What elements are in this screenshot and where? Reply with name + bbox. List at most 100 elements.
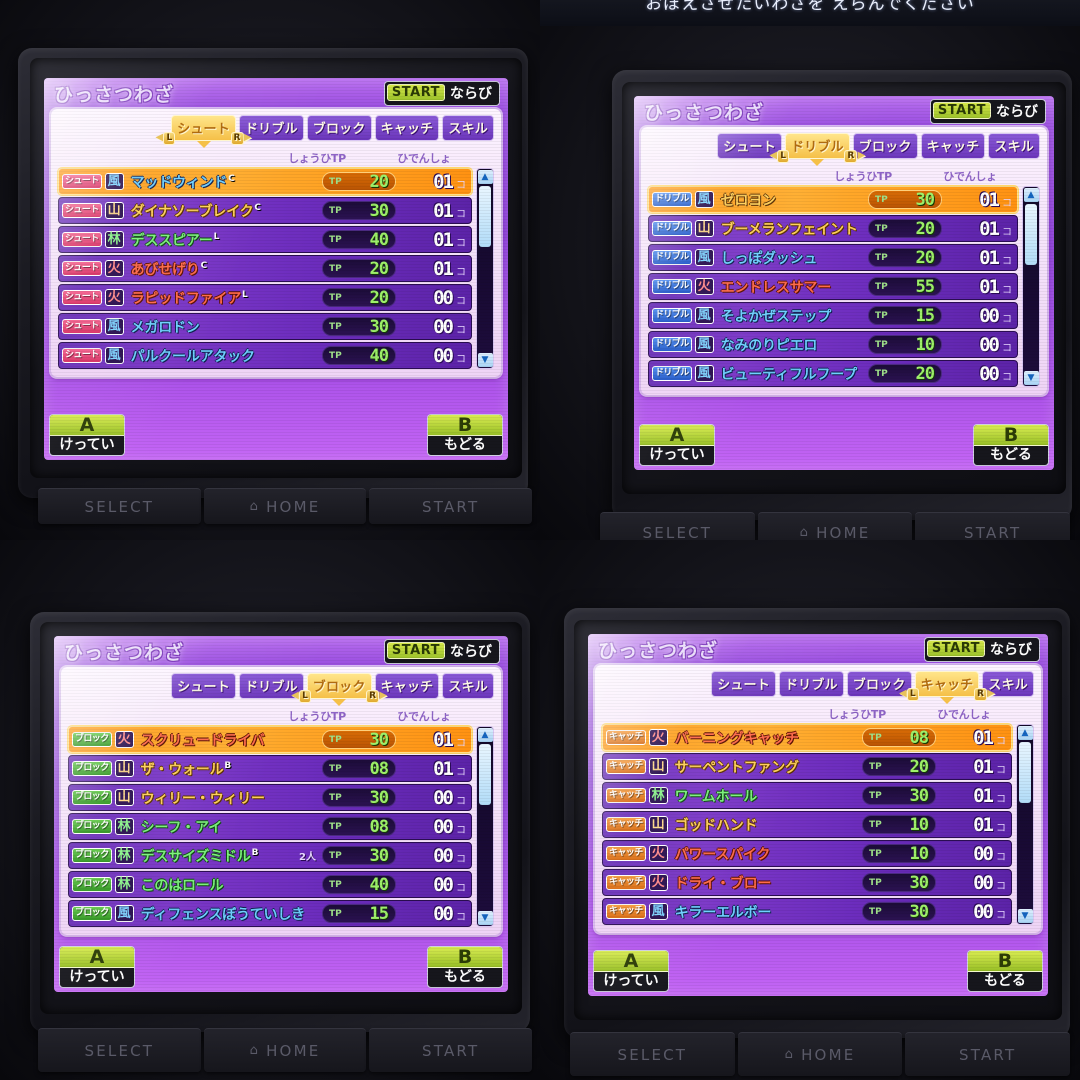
tab-shoot[interactable]: シュート bbox=[171, 673, 236, 699]
tab-block[interactable]: ブロック bbox=[306, 115, 372, 141]
table-row[interactable]: ドリブル風ゼロヨン TP 30 01 コ bbox=[648, 186, 1018, 213]
table-row[interactable]: シュート山ダイナソーブレイクC TP 30 01 コ bbox=[58, 197, 472, 224]
back-button[interactable]: B もどる bbox=[967, 950, 1043, 992]
home-button[interactable]: ⌂ HOME bbox=[203, 1028, 367, 1072]
content-panel: シュート ◀ L R ▶ ドリブル ブロック キャッチ スキル しょうひTP ひでんしょ シュート風マ… bbox=[51, 109, 501, 377]
tab-catch[interactable]: キャッチ bbox=[374, 115, 440, 141]
scrollbar-thumb[interactable] bbox=[1025, 204, 1037, 265]
table-row[interactable]: シュート火あびせげりC TP 20 01 コ bbox=[58, 255, 472, 282]
tab-shoot[interactable]: シュート bbox=[711, 671, 776, 697]
home-button[interactable]: ⌂ HOME bbox=[203, 488, 367, 524]
tab-shoot[interactable]: シュート ◀ L R ▶ bbox=[156, 115, 251, 148]
tp-value: 30 bbox=[369, 316, 390, 337]
scrollbar-thumb[interactable] bbox=[1019, 742, 1031, 803]
home-button[interactable]: ⌂ HOME bbox=[757, 512, 913, 540]
tab-dribble[interactable]: ドリブル bbox=[238, 115, 304, 141]
scrollbar-track[interactable] bbox=[477, 184, 493, 353]
confirm-button[interactable]: A けってい bbox=[593, 950, 669, 992]
scrollbar[interactable]: ▲ ▼ bbox=[1016, 724, 1034, 925]
select-button[interactable]: SELECT bbox=[570, 1032, 735, 1076]
tab-block[interactable]: ブロック ◀ L R ▶ bbox=[291, 673, 387, 706]
move-name-text: キラーエルボー bbox=[674, 904, 772, 921]
scrollbar-track[interactable] bbox=[1023, 202, 1039, 371]
scroll-up-icon[interactable]: ▲ bbox=[477, 728, 493, 742]
table-row[interactable]: ブロック山ザ・ウォールB TP 08 01 コ bbox=[68, 755, 472, 782]
home-button[interactable]: ⌂ HOME bbox=[737, 1032, 903, 1076]
tab-catch[interactable]: キャッチ bbox=[374, 673, 440, 699]
tab-block[interactable]: ブロック bbox=[852, 133, 918, 159]
confirm-button[interactable]: A けってい bbox=[639, 424, 715, 466]
table-row[interactable]: ドリブル火エンドレスサマー TP 55 01 コ bbox=[648, 273, 1018, 300]
scroll-down-icon[interactable]: ▼ bbox=[477, 353, 493, 367]
tp-cost: TP 15 bbox=[868, 306, 942, 326]
start-button[interactable]: START bbox=[905, 1032, 1071, 1076]
table-row[interactable]: キャッチ風キラーエルボー TP 30 00 コ bbox=[602, 898, 1012, 925]
tab-label: シュート bbox=[177, 122, 230, 137]
table-row[interactable]: シュート火ラピッドファイアL TP 20 00 コ bbox=[58, 284, 472, 311]
sort-toggle[interactable]: START ならび bbox=[383, 638, 500, 664]
tab-shoot[interactable]: シュート bbox=[717, 133, 782, 159]
scrollbar[interactable]: ▲ ▼ bbox=[476, 168, 494, 369]
scroll-down-icon[interactable]: ▼ bbox=[477, 911, 493, 925]
table-row[interactable]: ブロック林シーフ・アイ TP 08 00 コ bbox=[68, 813, 472, 840]
scroll-up-icon[interactable]: ▲ bbox=[1017, 726, 1033, 740]
start-button[interactable]: START bbox=[369, 1028, 533, 1072]
scrollbar[interactable]: ▲ ▼ bbox=[1022, 186, 1040, 387]
start-button[interactable]: START bbox=[915, 512, 1071, 540]
select-button[interactable]: SELECT bbox=[600, 512, 755, 540]
table-row[interactable]: ブロック山ウィリー・ウィリー TP 30 00 コ bbox=[68, 784, 472, 811]
confirm-button[interactable]: A けってい bbox=[59, 946, 135, 988]
select-button[interactable]: SELECT bbox=[38, 488, 201, 524]
table-row[interactable]: ドリブル風ビューティフルフープ TP 20 00 コ bbox=[648, 360, 1018, 387]
scrollbar-track[interactable] bbox=[477, 742, 493, 911]
back-button[interactable]: B もどる bbox=[973, 424, 1049, 466]
scrollbar-thumb[interactable] bbox=[479, 744, 491, 805]
start-button[interactable]: START bbox=[369, 488, 533, 524]
table-row[interactable]: キャッチ林ワームホール TP 30 01 コ bbox=[602, 782, 1012, 809]
tab-dribble[interactable]: ドリブル bbox=[778, 671, 844, 697]
table-row[interactable]: キャッチ山サーペントファング TP 20 01 コ bbox=[602, 753, 1012, 780]
scrollbar-thumb[interactable] bbox=[479, 186, 491, 247]
table-row[interactable]: シュート林デススピアーL TP 40 01 コ bbox=[58, 226, 472, 253]
tab-skill[interactable]: スキル bbox=[982, 671, 1034, 697]
scroll-up-icon[interactable]: ▲ bbox=[477, 170, 493, 184]
scroll-down-icon[interactable]: ▼ bbox=[1017, 909, 1033, 923]
table-row[interactable]: キャッチ火バーニングキャッチ TP 08 01 コ bbox=[602, 724, 1012, 751]
tab-label: ドリブル bbox=[784, 678, 838, 693]
table-row[interactable]: ブロック風ディフェンスぼうていしき TP 15 00 コ bbox=[68, 900, 472, 927]
table-row[interactable]: ブロック火スクリュードライバ TP 30 01 コ bbox=[68, 726, 472, 753]
table-row[interactable]: シュート風マッドウィンドC TP 20 01 コ bbox=[58, 168, 472, 195]
tab-catch[interactable]: キャッチ ◀ L R ▶ bbox=[899, 671, 995, 704]
tab-skill[interactable]: スキル bbox=[988, 133, 1040, 159]
table-row[interactable]: キャッチ火ドライ・ブロー TP 30 00 コ bbox=[602, 869, 1012, 896]
table-row[interactable]: ブロック林このはロール TP 40 00 コ bbox=[68, 871, 472, 898]
table-row[interactable]: ドリブル風しっぽダッシュ TP 20 01 コ bbox=[648, 244, 1018, 271]
table-row[interactable]: ドリブル風そよかぜステップ TP 15 00 コ bbox=[648, 302, 1018, 329]
tab-block[interactable]: ブロック bbox=[846, 671, 912, 697]
back-button[interactable]: B もどる bbox=[427, 414, 503, 456]
tab-catch[interactable]: キャッチ bbox=[920, 133, 986, 159]
table-row[interactable]: キャッチ山ゴッドハンド TP 10 01 コ bbox=[602, 811, 1012, 838]
scrollbar-track[interactable] bbox=[1017, 740, 1033, 909]
tab-skill[interactable]: スキル bbox=[442, 115, 494, 141]
scrollbar[interactable]: ▲ ▼ bbox=[476, 726, 494, 927]
table-row[interactable]: ブロック林デスサイズミドルB 2人 TP 30 00 コ bbox=[68, 842, 472, 869]
tab-dribble[interactable]: ドリブル bbox=[238, 673, 304, 699]
table-row[interactable]: ドリブル山ブーメランフェイント TP 20 01 コ bbox=[648, 215, 1018, 242]
table-row[interactable]: キャッチ火パワースパイク TP 10 00 コ bbox=[602, 840, 1012, 867]
hiden-count: 01 コ bbox=[406, 229, 468, 251]
tab-skill[interactable]: スキル bbox=[442, 673, 494, 699]
tab-dribble[interactable]: ドリブル ◀ L R ▶ bbox=[769, 133, 865, 166]
scroll-up-icon[interactable]: ▲ bbox=[1023, 188, 1039, 202]
sort-toggle[interactable]: START ならび bbox=[383, 80, 500, 106]
back-button[interactable]: B もどる bbox=[427, 946, 503, 988]
table-row[interactable]: シュート風パルクールアタック TP 40 00 コ bbox=[58, 342, 472, 369]
table-row[interactable]: ドリブル風なみのりピエロ TP 10 00 コ bbox=[648, 331, 1018, 358]
confirm-button[interactable]: A けってい bbox=[49, 414, 125, 456]
sort-toggle[interactable]: START ならび bbox=[923, 636, 1040, 662]
sort-toggle[interactable]: START ならび bbox=[929, 98, 1046, 124]
l-shoulder-key: L bbox=[163, 131, 176, 145]
scroll-down-icon[interactable]: ▼ bbox=[1023, 371, 1039, 385]
select-button[interactable]: SELECT bbox=[38, 1028, 201, 1072]
table-row[interactable]: シュート風メガロドン TP 30 00 コ bbox=[58, 313, 472, 340]
